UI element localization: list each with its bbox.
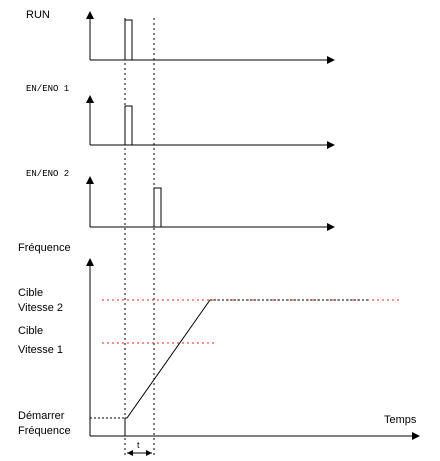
frequency-ramp-curve — [124, 299, 211, 436]
delay-arrow-left-head — [127, 450, 133, 456]
time-axis-label: Temps — [384, 414, 417, 426]
en-eno-1-label: EN/ENO 1 — [26, 84, 69, 94]
en-eno-2-label: EN/ENO 2 — [26, 169, 69, 179]
start-frequency-label-line1: Démarrer — [18, 410, 65, 422]
en-eno-2-pulse — [153, 187, 162, 227]
frequency-axis-label: Fréquence — [18, 242, 71, 254]
target-speed-2-label-line1: Cible — [18, 287, 43, 299]
en-eno-1-pulse — [124, 105, 133, 145]
target-speed-1-label-line1: Cible — [18, 325, 43, 337]
delay-arrow-right-head — [146, 450, 152, 456]
start-frequency-label-line2: Fréquence — [18, 425, 71, 437]
run-signal-label: RUN — [26, 9, 50, 21]
run-signal-pulse — [124, 19, 133, 60]
target-speed-1-label-line2: Vitesse 1 — [18, 344, 63, 356]
target-speed-2-label-line2: Vitesse 2 — [18, 302, 63, 314]
delay-label: t — [137, 440, 140, 450]
